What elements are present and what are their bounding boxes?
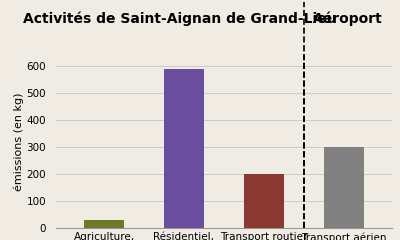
Text: Activités de Saint-Aignan de Grand-Lieu: Activités de Saint-Aignan de Grand-Lieu — [23, 12, 337, 26]
Bar — [84, 220, 124, 228]
Y-axis label: émissions (en kg): émissions (en kg) — [13, 92, 24, 191]
Bar — [244, 174, 284, 228]
Bar — [164, 69, 204, 228]
Text: Aéroport: Aéroport — [313, 12, 383, 26]
Bar — [324, 147, 364, 228]
